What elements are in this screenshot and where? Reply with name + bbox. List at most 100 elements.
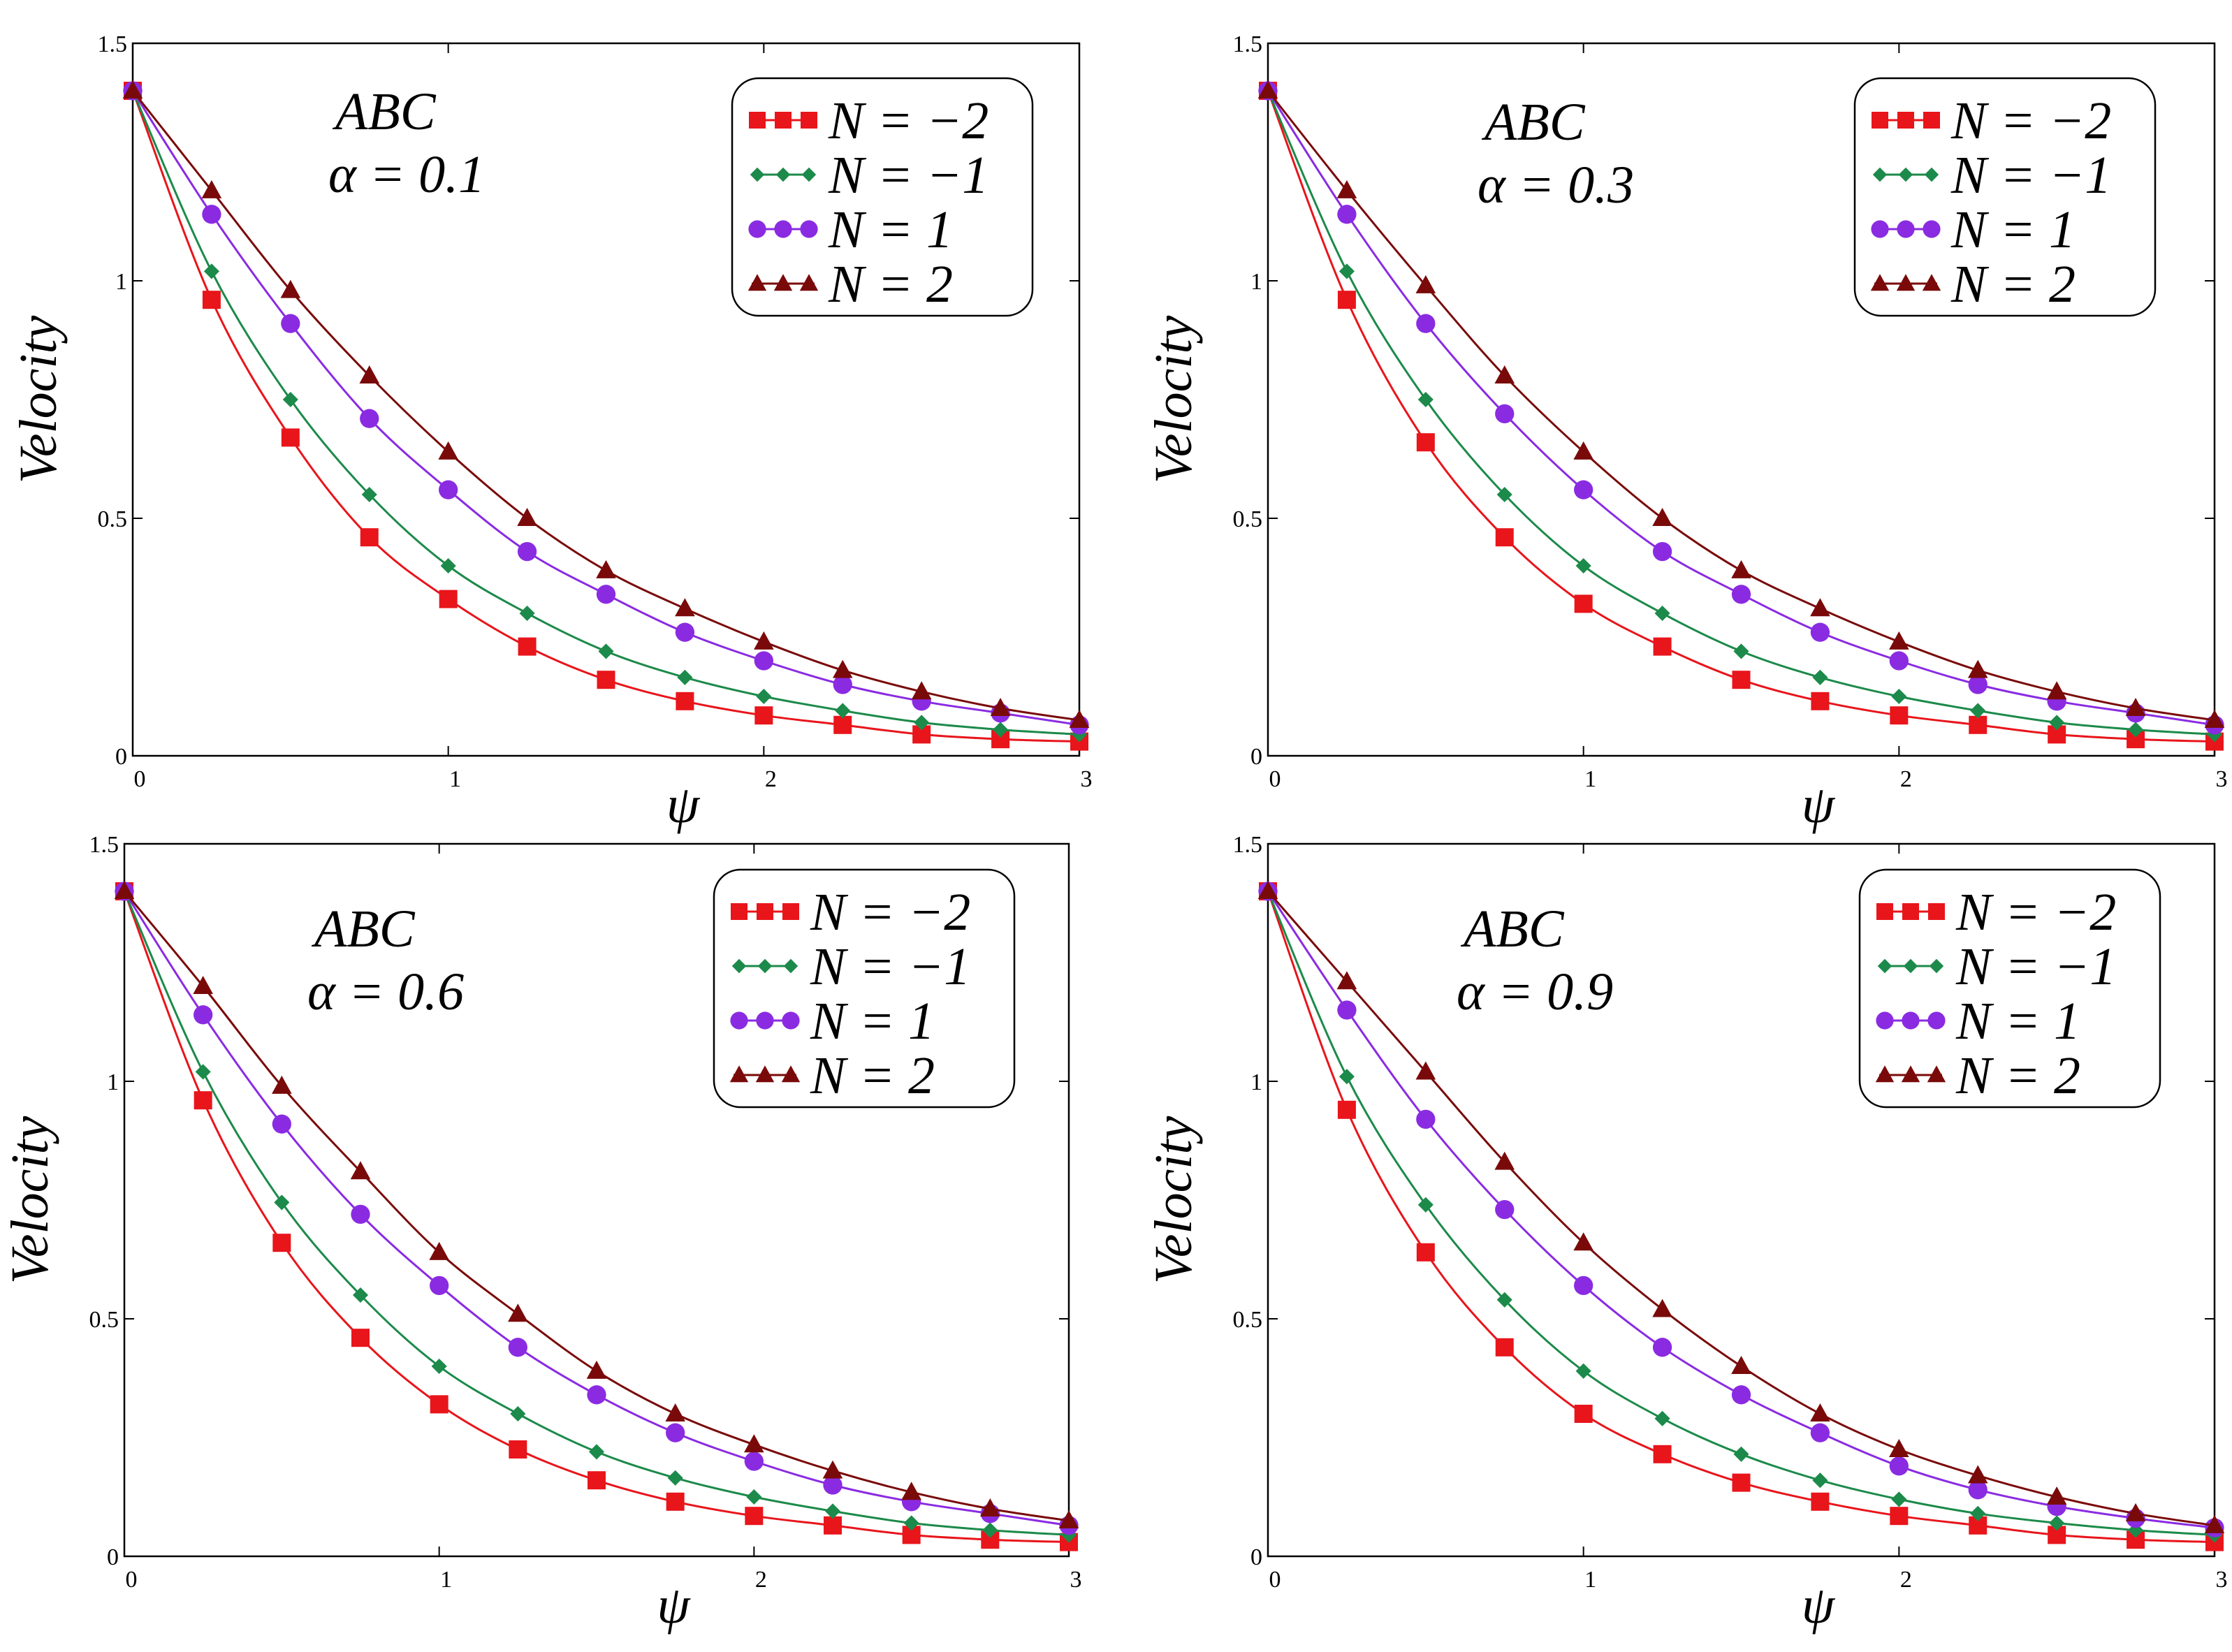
legend-marker [730,1011,748,1030]
series-line [1267,891,2215,1536]
data-point [430,1395,448,1414]
data-point [911,681,932,700]
legend-marker [782,1011,800,1030]
data-point [1889,1456,1909,1476]
data-point [2049,715,2065,731]
data-point [1967,659,1988,678]
data-point [508,1338,527,1357]
series-line [123,891,1070,1527]
y-tick-label: 1.5 [89,832,119,858]
legend-item: N = 1 [1871,200,2076,259]
data-point [833,675,852,694]
legend-marker [801,112,817,129]
data-point [1652,1299,1672,1317]
data-point [1339,263,1355,279]
y-axis-label: Velocity [1,1116,59,1284]
legend-item: N = −2 [1876,883,2116,942]
data-point [1494,1151,1515,1170]
legend-marker [755,1065,775,1083]
data-point [1890,706,1909,725]
legend-marker [1897,112,1914,129]
data-point [1573,441,1593,460]
data-point [1652,541,1672,562]
x-tick-label: 0 [1269,766,1281,792]
data-point [280,279,301,298]
alpha-annotation: α = 0.9 [1457,963,1613,1021]
y-tick-label: 0.5 [1233,1307,1263,1333]
data-point [518,637,537,656]
data-point [281,314,300,333]
legend-marker [1929,958,1944,974]
data-point [1495,1338,1514,1357]
data-point [993,722,1009,738]
data-point [122,80,143,99]
legend-marker [1927,1011,1946,1030]
data-point [194,1005,213,1025]
y-tick-label: 1 [115,269,127,295]
legend-marker [1872,167,1888,182]
legend-label: N = −1 [828,146,989,205]
legend-item: N = −1 [750,146,989,205]
data-point [281,428,300,447]
legend-marker [800,220,818,238]
legend: N = −2N = −1N = 1N = 2 [713,868,1016,1109]
legend-marker [731,903,747,920]
x-tick-label: 2 [1900,1567,1912,1593]
chart-annotation: ABC [311,900,416,958]
legend-label: N = 1 [828,200,953,259]
data-point [1891,688,1907,705]
y-axis-label: Velocity [1144,315,1203,483]
series-line [123,891,1070,1522]
x-tick-label: 0 [126,1567,138,1593]
data-point [586,1360,607,1379]
data-point [272,1114,291,1134]
legend-marker [783,958,798,974]
data-point [1812,1472,1828,1489]
legend-label: N = 2 [1950,255,2076,314]
legend-marker [775,112,792,129]
x-tick-label: 1 [440,1567,452,1593]
legend-marker [799,274,819,291]
data-point [114,881,135,900]
data-point [274,1194,290,1211]
legend-item: N = 2 [1870,255,2076,314]
data-point [914,715,930,731]
legend-marker [756,1011,774,1030]
data-point [754,651,773,671]
legend-marker [1927,1065,1946,1083]
data-point [193,976,213,995]
x-tick-label: 0 [134,766,146,792]
data-point [835,703,851,719]
data-point [1416,1243,1435,1262]
data-point [508,1303,528,1322]
legend-marker [773,274,793,291]
data-point [587,1385,606,1405]
legend-marker [748,220,766,238]
data-point [351,1204,370,1225]
data-point [194,1091,212,1110]
y-tick-label: 1.5 [1233,31,1263,57]
data-point [438,441,458,460]
data-point [1574,480,1593,499]
data-point [1970,703,1986,719]
legend-item: N = −1 [1877,937,2116,996]
data-point [598,643,614,659]
legend-label: N = −1 [810,937,970,996]
data-point [667,1470,683,1486]
data-point [754,631,774,650]
data-point [744,1434,764,1453]
legend-marker [774,220,792,238]
data-point [1257,80,1278,99]
data-point [1575,1363,1591,1379]
data-point [1810,1423,1830,1442]
x-tick-label: 1 [449,766,461,792]
series-line [1267,90,2215,743]
legend-label: N = −2 [828,92,989,150]
legend-box [1858,868,2161,1109]
data-point [1890,1507,1909,1526]
series-2 [1260,82,2223,743]
legend-marker [775,167,791,182]
series-line [131,90,1080,722]
